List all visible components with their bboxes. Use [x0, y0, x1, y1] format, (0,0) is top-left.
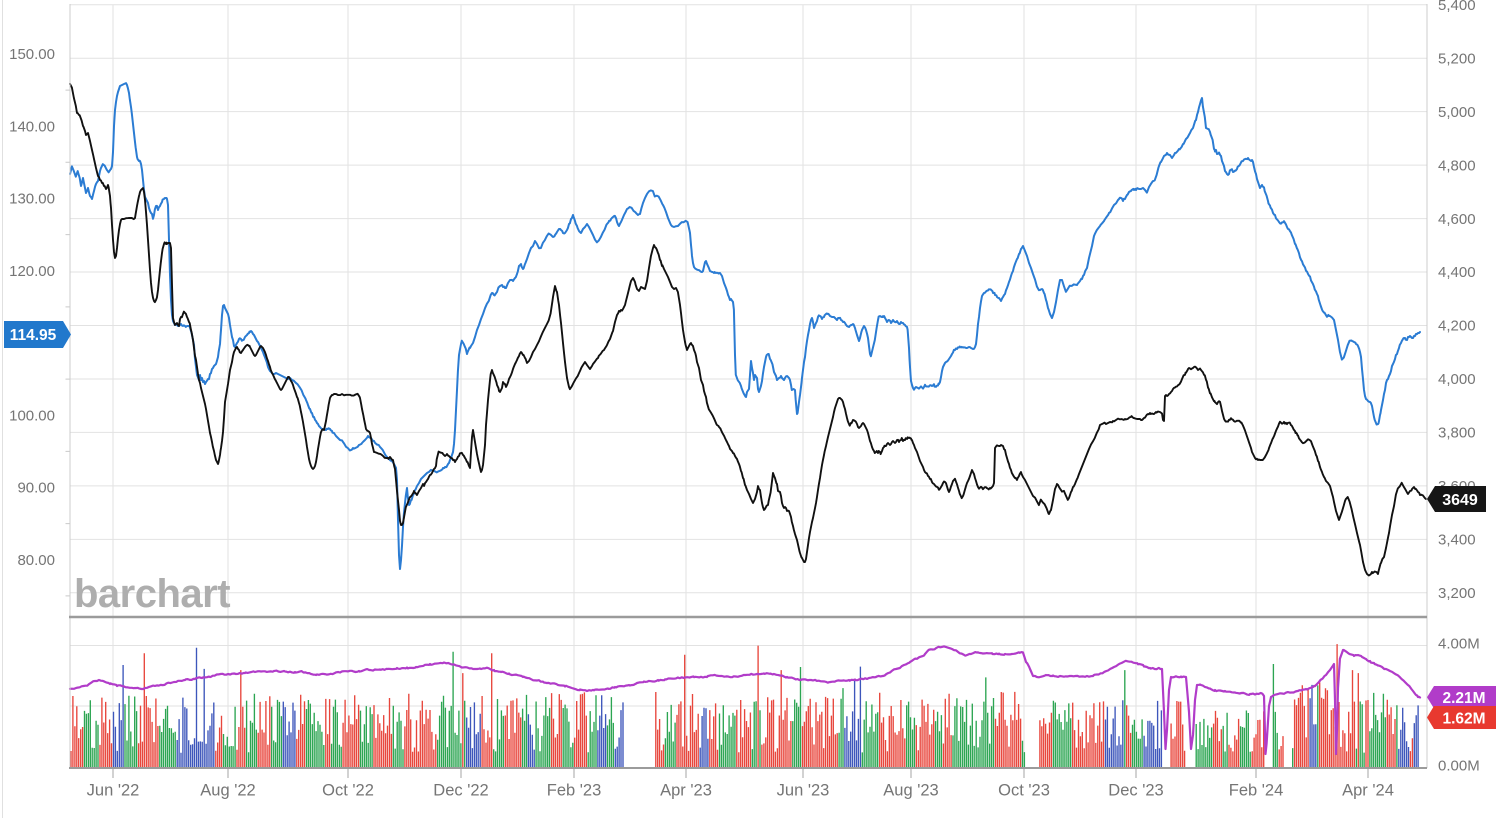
svg-text:5,200: 5,200 — [1438, 50, 1476, 67]
svg-text:Jun '23: Jun '23 — [777, 782, 830, 800]
svg-text:0.00M: 0.00M — [1438, 758, 1480, 775]
svg-text:130.00: 130.00 — [9, 191, 55, 208]
svg-text:3649: 3649 — [1442, 492, 1478, 509]
svg-text:150.00: 150.00 — [9, 46, 55, 63]
svg-text:114.95: 114.95 — [10, 327, 57, 344]
svg-text:4.00M: 4.00M — [1438, 636, 1480, 653]
svg-text:Dec '22: Dec '22 — [433, 782, 488, 800]
svg-text:barchart: barchart — [74, 572, 230, 616]
svg-text:Feb '23: Feb '23 — [547, 782, 602, 800]
svg-text:100.00: 100.00 — [9, 407, 55, 424]
svg-text:3,800: 3,800 — [1438, 425, 1476, 442]
svg-text:5,400: 5,400 — [1438, 0, 1476, 14]
svg-text:80.00: 80.00 — [17, 552, 55, 569]
svg-text:3,400: 3,400 — [1438, 532, 1476, 549]
svg-text:Apr '23: Apr '23 — [660, 782, 712, 800]
svg-text:2.21M: 2.21M — [1442, 690, 1485, 707]
svg-text:Apr '24: Apr '24 — [1342, 782, 1394, 800]
svg-text:4,400: 4,400 — [1438, 264, 1476, 281]
svg-text:5,000: 5,000 — [1438, 104, 1476, 121]
svg-text:1.62M: 1.62M — [1442, 711, 1485, 728]
svg-text:Aug '23: Aug '23 — [883, 782, 938, 800]
svg-text:4,600: 4,600 — [1438, 211, 1476, 228]
svg-text:90.00: 90.00 — [17, 480, 55, 497]
svg-text:Aug '22: Aug '22 — [200, 782, 255, 800]
svg-text:120.00: 120.00 — [9, 263, 55, 280]
svg-text:Oct '23: Oct '23 — [998, 782, 1050, 800]
svg-text:Dec '23: Dec '23 — [1108, 782, 1163, 800]
svg-text:4,800: 4,800 — [1438, 157, 1476, 174]
svg-text:Jun '22: Jun '22 — [87, 782, 140, 800]
svg-text:3,200: 3,200 — [1438, 585, 1476, 602]
svg-text:140.00: 140.00 — [9, 118, 55, 135]
svg-text:Oct '22: Oct '22 — [322, 782, 374, 800]
svg-text:4,000: 4,000 — [1438, 371, 1476, 388]
svg-text:4,200: 4,200 — [1438, 318, 1476, 335]
svg-text:Feb '24: Feb '24 — [1229, 782, 1284, 800]
